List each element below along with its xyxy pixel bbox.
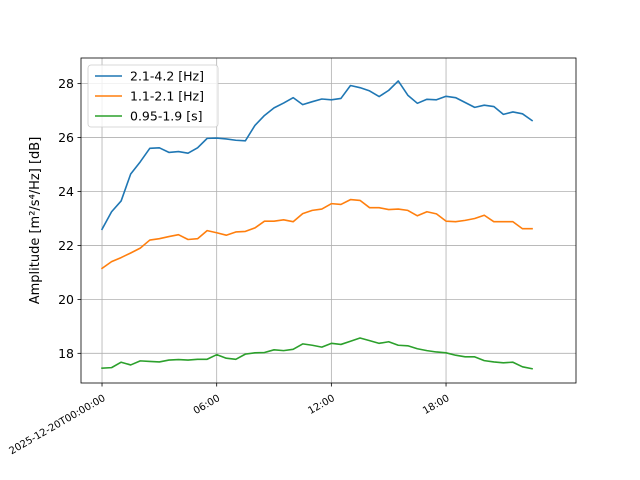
series-line-2 xyxy=(100,198,533,270)
series-lines xyxy=(100,80,534,370)
y-tick-label: 22 xyxy=(58,238,74,253)
y-tick-label: 18 xyxy=(58,346,74,361)
series-line-3 xyxy=(101,337,533,370)
y-tick-label: 26 xyxy=(58,130,74,145)
y-tick-label: 24 xyxy=(58,184,74,199)
legend-label-2: 1.1-2.1 [Hz] xyxy=(130,89,204,104)
legend-label-3: 0.95-1.9 [s] xyxy=(130,109,202,124)
legend-label-1: 2.1-4.2 [Hz] xyxy=(130,69,204,84)
y-tick-label: 28 xyxy=(58,76,74,91)
grid-lines xyxy=(81,58,576,383)
y-axis-label: Amplitude [m²/s⁴/Hz] [dB] xyxy=(28,137,43,305)
legend: 2.1-4.2 [Hz] 1.1-2.1 [Hz] 0.95-1.9 [s] xyxy=(87,64,219,128)
y-tick-label: 20 xyxy=(58,292,74,307)
legend-box xyxy=(87,64,219,128)
series-line-1 xyxy=(100,80,534,231)
plot-area-frame xyxy=(80,57,577,384)
